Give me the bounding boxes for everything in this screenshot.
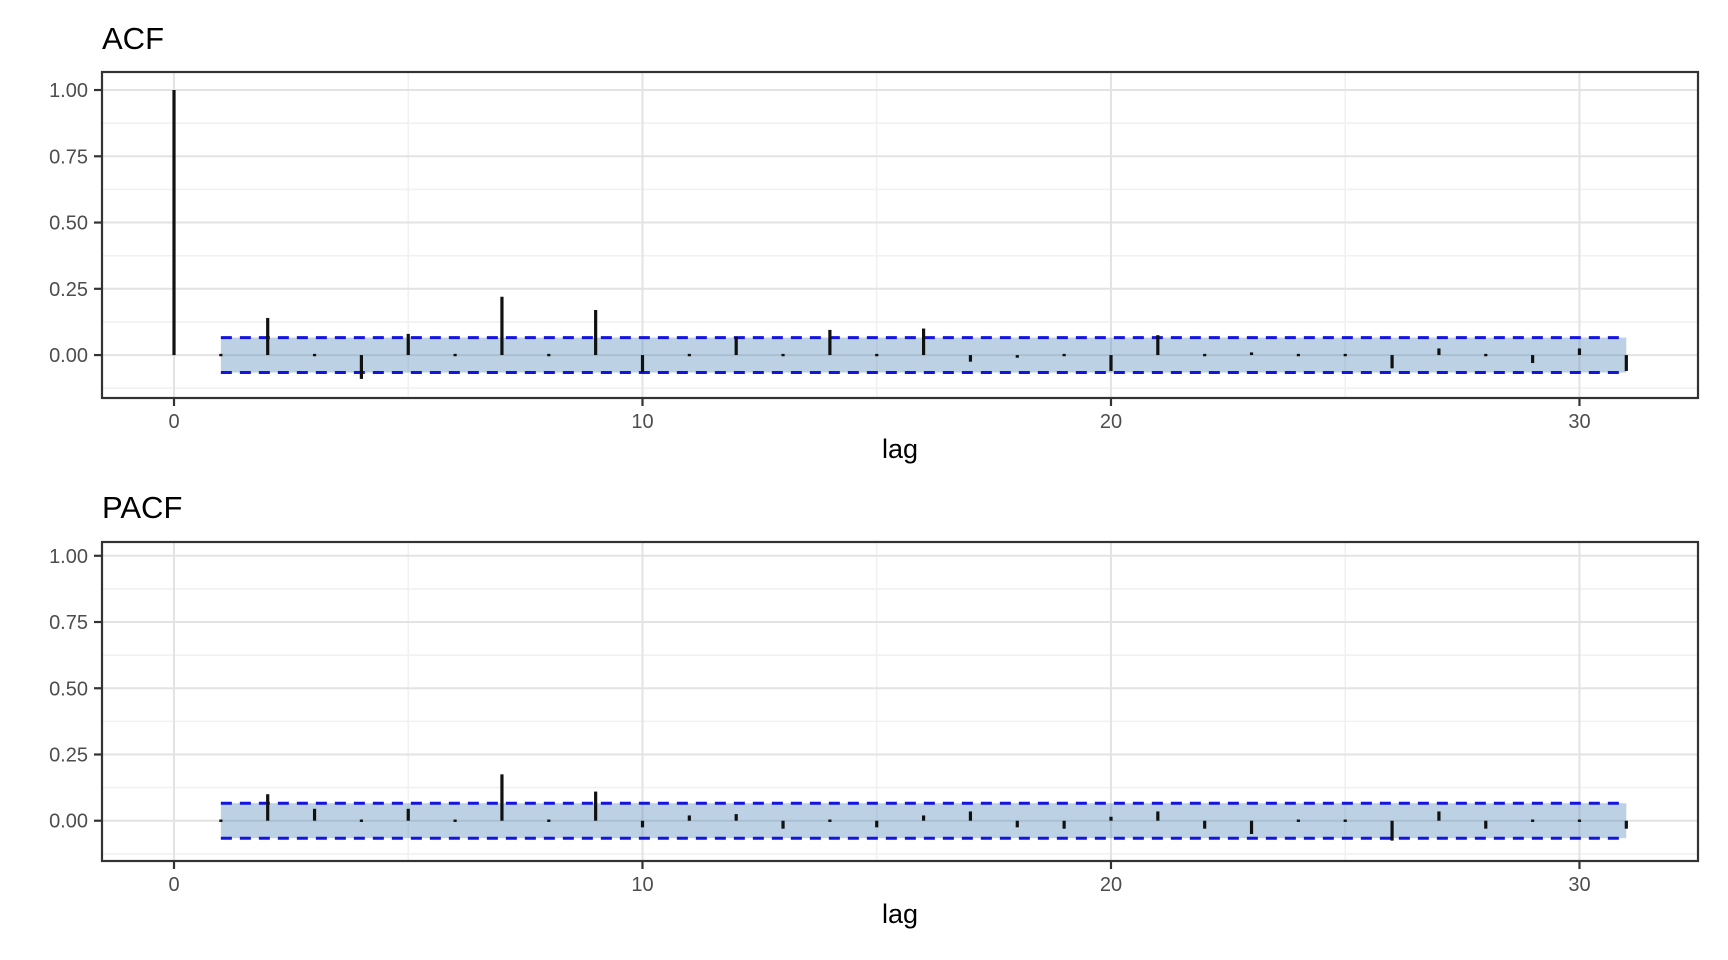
lag-bars bbox=[172, 90, 1628, 379]
pacf-panel: 0 10 20 30 0.00 0.25 0.50 0.75 1.00 bbox=[49, 540, 1700, 896]
panel-border bbox=[100, 540, 1700, 863]
svg-text:0: 0 bbox=[168, 411, 179, 433]
pacf-chart-title: PACF bbox=[102, 490, 183, 525]
acf-x-axis-title: lag bbox=[881, 434, 919, 464]
svg-text:10: 10 bbox=[631, 874, 653, 896]
svg-text:1.00: 1.00 bbox=[49, 80, 88, 102]
axis-ticks-and-labels: 0 10 20 30 0.00 0.25 0.50 0.75 1.00 bbox=[49, 80, 1591, 433]
svg-text:0: 0 bbox=[168, 874, 179, 896]
axis-ticks-and-labels: 0 10 20 30 0.00 0.25 0.50 0.75 1.00 bbox=[49, 546, 1591, 896]
svg-text:10: 10 bbox=[631, 411, 653, 433]
minor-gridlines bbox=[102, 542, 1698, 861]
svg-text:0.25: 0.25 bbox=[49, 279, 88, 301]
svg-text:0.75: 0.75 bbox=[49, 612, 88, 634]
svg-text:20: 20 bbox=[1100, 411, 1122, 433]
major-gridlines bbox=[102, 72, 1698, 398]
svg-text:0.00: 0.00 bbox=[49, 811, 88, 833]
svg-text:0.25: 0.25 bbox=[49, 744, 88, 766]
acf-panel: 0 10 20 30 0.00 0.25 0.50 0.75 1.00 bbox=[49, 70, 1700, 433]
svg-text:0.00: 0.00 bbox=[49, 345, 88, 367]
pacf-x-axis-title: lag bbox=[881, 899, 919, 929]
svg-text:30: 30 bbox=[1568, 411, 1590, 433]
acf-chart-title: ACF bbox=[102, 21, 164, 56]
lag-bars bbox=[219, 774, 1628, 841]
minor-gridlines bbox=[102, 72, 1698, 398]
svg-text:0.50: 0.50 bbox=[49, 678, 88, 700]
svg-text:30: 30 bbox=[1568, 874, 1590, 896]
svg-text:0.75: 0.75 bbox=[49, 146, 88, 168]
major-gridlines bbox=[102, 542, 1698, 861]
panel-border bbox=[100, 70, 1700, 400]
svg-text:20: 20 bbox=[1100, 874, 1122, 896]
svg-text:0.50: 0.50 bbox=[49, 213, 88, 235]
svg-text:1.00: 1.00 bbox=[49, 546, 88, 568]
